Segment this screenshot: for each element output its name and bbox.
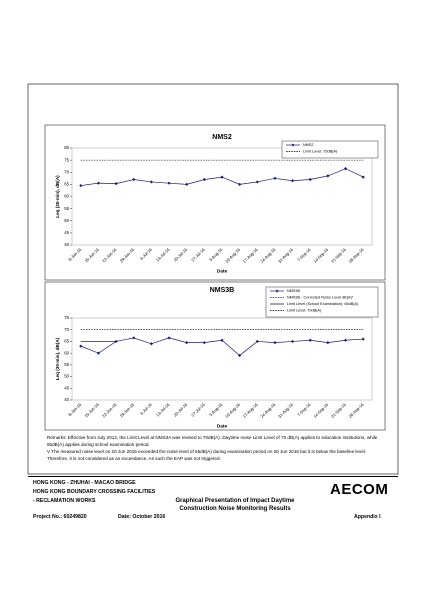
page-frame — [27, 83, 399, 475]
y-tick-label: 50 — [64, 218, 69, 223]
y-axis-label: Leq (30-min), dB(A) — [55, 337, 60, 380]
y-tick-label: 75 — [64, 315, 69, 320]
remark: Remarks: Effective from July 2012, the L… — [47, 435, 378, 447]
data-point — [255, 180, 259, 184]
project-line: - RECLAMATION WORKS — [33, 498, 96, 504]
legend-label: Limit Level: 75dB(A) — [303, 150, 338, 154]
data-point — [273, 176, 277, 180]
data-point — [185, 341, 189, 345]
date: Date: October 2016 — [118, 514, 166, 520]
data-point — [326, 174, 330, 178]
document-title: Graphical Presentation of Impact Daytime… — [175, 498, 295, 512]
data-point — [132, 177, 136, 182]
legend-box — [265, 286, 379, 318]
y-tick-label: 40 — [64, 397, 69, 402]
legend-label: NMS3B - Corrected Noise Level dB(A)* — [287, 296, 354, 300]
data-point — [290, 179, 295, 183]
data-point — [238, 182, 242, 186]
legend-label: NMS3B — [287, 289, 301, 293]
appendix: Appendix I — [354, 514, 381, 520]
data-point — [343, 338, 348, 342]
chart-title: NMS3B — [210, 287, 235, 294]
y-axis-label: Leq (30-min), dB(A) — [55, 175, 60, 218]
y-tick-label: 55 — [64, 206, 69, 211]
project-line: HONG KONG - ZHUHAI - MACAO BRIDGE — [33, 480, 136, 486]
y-tick-label: 75 — [64, 157, 69, 162]
data-point — [238, 353, 242, 358]
y-tick-label: 70 — [64, 327, 69, 332]
data-point — [290, 339, 295, 344]
rule — [28, 476, 398, 477]
y-tick-label: 65 — [64, 182, 69, 187]
data-point — [361, 175, 365, 179]
project-no: Project No.: 60249820 — [33, 514, 87, 520]
legend-label: Limit Level (School Examination): 65dB(A… — [287, 302, 359, 306]
y-tick-label: 65 — [64, 339, 69, 344]
data-point — [326, 341, 330, 345]
data-point — [273, 341, 277, 345]
data-point — [202, 341, 206, 345]
data-point — [343, 167, 348, 171]
legend-marker — [291, 143, 295, 147]
plot-area — [71, 317, 373, 401]
y-tick-label: 50 — [64, 374, 69, 379]
y-tick-label: 80 — [64, 145, 69, 150]
y-tick-label: 45 — [64, 230, 69, 235]
y-tick-label: 45 — [64, 385, 69, 390]
data-point — [79, 344, 83, 348]
data-point — [96, 181, 101, 185]
y-tick-label: 60 — [64, 194, 69, 199]
x-axis-label: Date — [217, 423, 228, 429]
chart-title: NMS2 — [212, 134, 232, 141]
remark: V The measured noise level on 20 Jun 201… — [47, 449, 367, 461]
y-tick-label: 40 — [64, 242, 69, 247]
legend-box — [281, 140, 379, 159]
data-point — [149, 342, 154, 346]
data-point — [202, 177, 206, 182]
data-point — [149, 180, 154, 184]
remarks: Remarks: Effective from July 2012, the L… — [47, 434, 387, 462]
data-point — [308, 177, 312, 182]
project-line: HONG KONG BOUNDARY CROSSING FACILITIES — [33, 489, 156, 495]
data-point — [167, 336, 171, 340]
legend-label: NMS2 — [303, 143, 314, 147]
data-point — [220, 175, 224, 179]
data-point — [220, 338, 224, 342]
logo: AECOM — [330, 481, 389, 498]
legend-marker — [275, 289, 279, 293]
legend-label: Limit Level: 70dB(A) — [287, 309, 322, 313]
data-point — [255, 339, 259, 344]
data-point — [185, 182, 189, 186]
data-point — [308, 338, 312, 342]
data-point — [132, 336, 136, 340]
y-tick-label: 70 — [64, 169, 69, 174]
data-point — [114, 182, 118, 186]
y-tick-label: 55 — [64, 362, 69, 367]
data-point — [167, 181, 171, 185]
x-axis-label: Date — [217, 268, 228, 274]
data-point — [79, 183, 83, 188]
y-tick-label: 60 — [64, 350, 69, 355]
data-point — [361, 337, 365, 341]
data-point — [96, 351, 101, 355]
